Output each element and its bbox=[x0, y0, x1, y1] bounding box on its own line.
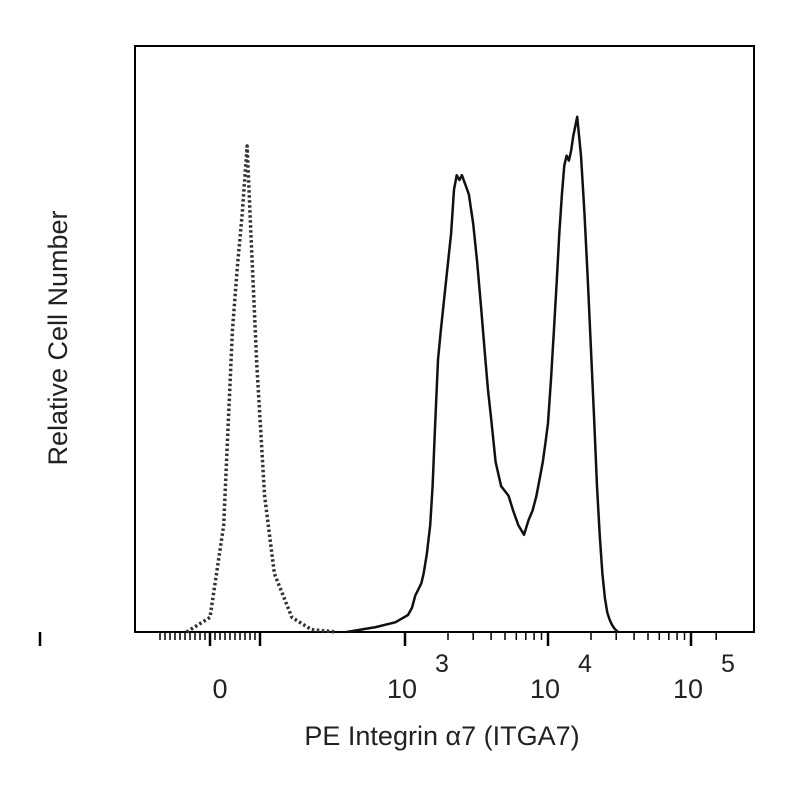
x-tick-label-base: 10 bbox=[387, 674, 417, 704]
x-tick-label-exponent: 5 bbox=[721, 650, 735, 678]
plot-frame bbox=[134, 45, 755, 633]
x-tick-label-base: 10 bbox=[673, 674, 703, 704]
y-axis-title: Relative Cell Number bbox=[43, 210, 73, 465]
x-tick-label-exponent: 3 bbox=[435, 650, 449, 678]
x-tick-label-exponent: 4 bbox=[578, 650, 592, 678]
itga7-stained-curve bbox=[346, 115, 620, 634]
x-tick-label-base: 10 bbox=[530, 674, 560, 704]
x-axis-title: PE Integrin α7 (ITGA7) bbox=[304, 721, 579, 751]
x-tick-labels: 0 10 3 10 4 10 5 bbox=[212, 650, 734, 704]
series-layer bbox=[185, 115, 620, 634]
isotype-control-curve bbox=[185, 144, 337, 634]
x-tick-label-base: 0 bbox=[212, 674, 227, 704]
x-axis bbox=[38, 632, 717, 646]
